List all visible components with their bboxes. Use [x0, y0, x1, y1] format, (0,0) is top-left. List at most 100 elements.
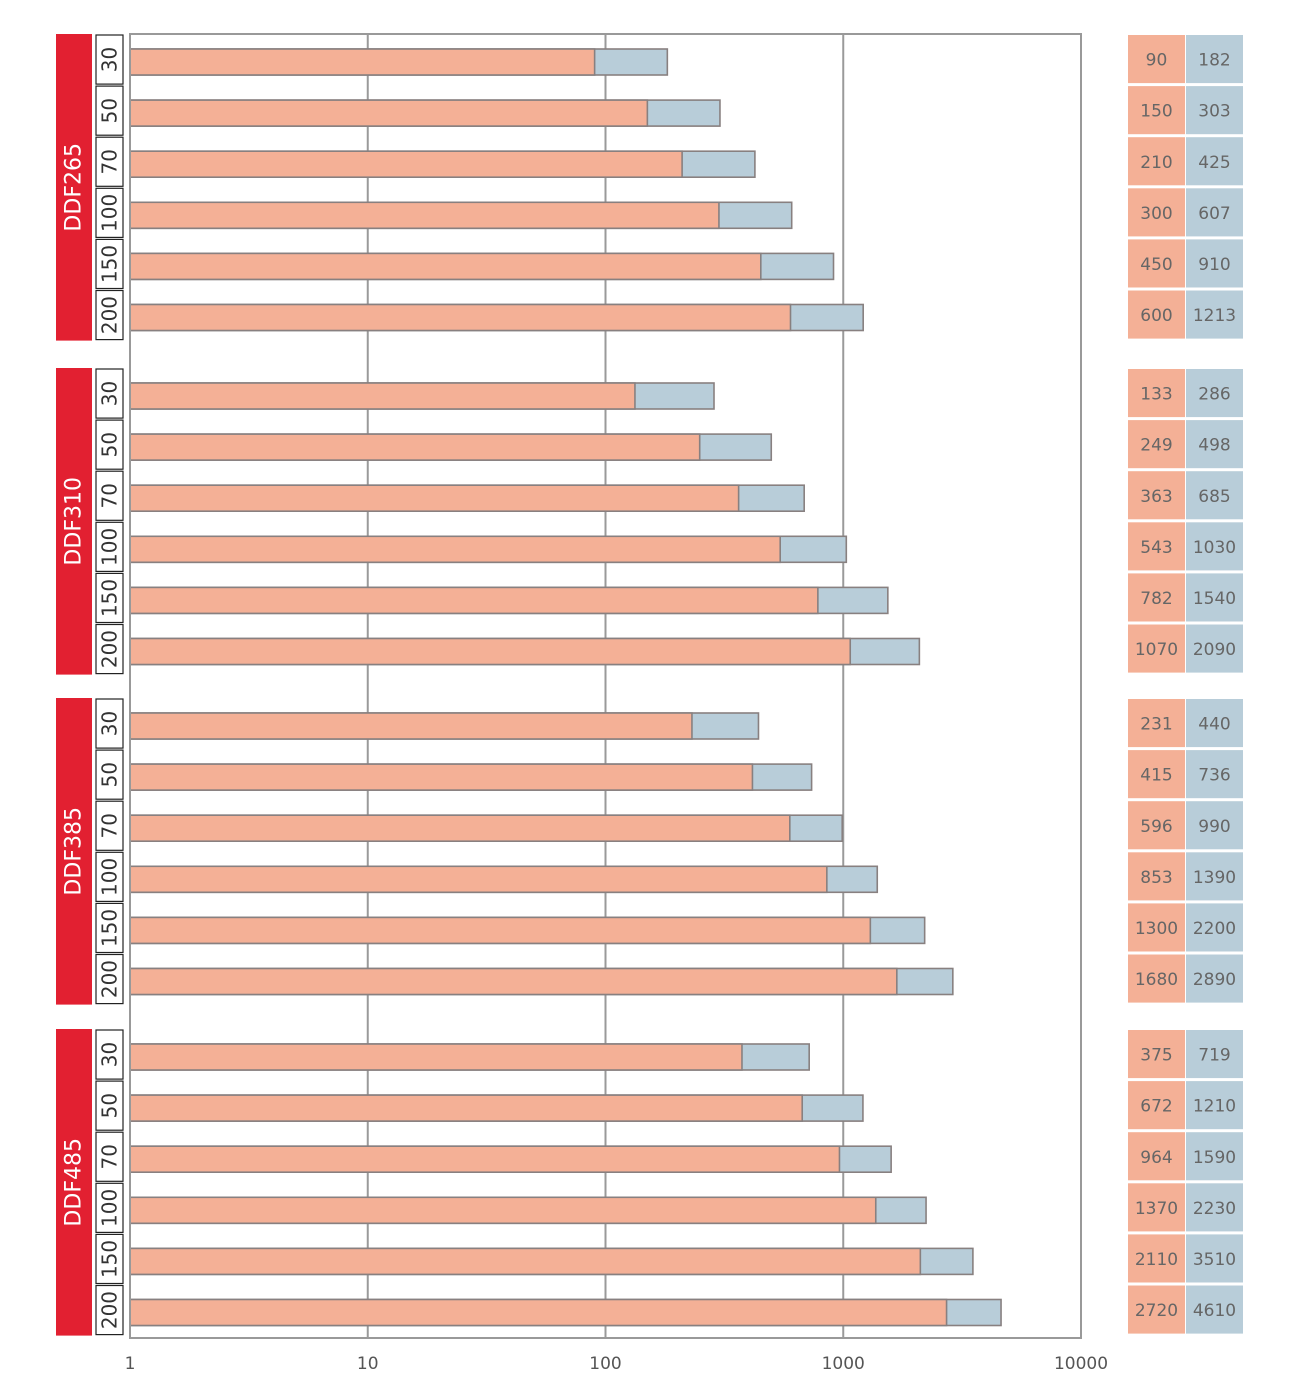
- row-label: 100: [98, 194, 122, 232]
- value-cell-1: [1128, 699, 1185, 748]
- row-label-box: [95, 521, 124, 572]
- value-label-2: 2230: [1193, 1199, 1236, 1219]
- bar-series-1: [129, 1043, 743, 1071]
- row-label: 30: [98, 381, 122, 406]
- value-cell-1: [1128, 573, 1185, 622]
- value-cell-1: [1128, 624, 1185, 673]
- value-cell-1: [1128, 903, 1185, 952]
- bar-series-1: [129, 1094, 804, 1122]
- bar-series-1: [129, 916, 872, 945]
- bar-series-1: [129, 1196, 877, 1225]
- group-label: DDF265: [62, 143, 87, 232]
- bar-series-1: [129, 252, 762, 281]
- group-band: [56, 34, 92, 341]
- row-label-box: [95, 1182, 124, 1234]
- bar-series-1: [129, 586, 819, 615]
- value-cell-2: [1186, 750, 1243, 799]
- row-label-box: [95, 851, 124, 902]
- x-axis-ticks: 1 10 100 1000 10000: [125, 1354, 1108, 1374]
- bar-series-1: [129, 865, 828, 894]
- group-band: [56, 368, 92, 675]
- value-cell-1: [1128, 750, 1185, 799]
- value-label-2: 990: [1198, 817, 1230, 837]
- value-label-1: 375: [1140, 1046, 1172, 1066]
- value-cell-2: [1186, 624, 1243, 673]
- x-tick-label: 10000: [1054, 1354, 1108, 1374]
- value-cell-2: [1186, 290, 1243, 339]
- value-cell-1: [1128, 188, 1185, 237]
- value-cell-1: [1128, 239, 1185, 288]
- bar-series-1: [129, 535, 781, 564]
- value-cell-1: [1128, 1081, 1185, 1130]
- value-cell-2: [1186, 573, 1243, 622]
- value-cell-1: [1128, 852, 1185, 901]
- value-cell-1: [1128, 420, 1185, 469]
- value-label-1: 1680: [1135, 970, 1178, 990]
- bar-series-1: [129, 303, 792, 332]
- value-label-1: 672: [1140, 1097, 1172, 1117]
- group-label: DDF385: [62, 807, 87, 896]
- plot-frame: [129, 33, 1082, 1339]
- value-label-1: 543: [1140, 538, 1172, 558]
- value-cell-2: [1186, 35, 1243, 84]
- value-label-2: 440: [1198, 715, 1230, 735]
- row-label-box: [95, 1233, 124, 1285]
- row-label-box: [95, 749, 124, 800]
- bar-series-1: [129, 484, 740, 513]
- value-cell-1: [1128, 86, 1185, 135]
- value-label-1: 415: [1140, 766, 1172, 786]
- row-label-box: [95, 187, 124, 239]
- row-label: 100: [98, 528, 122, 566]
- value-label-2: 685: [1198, 487, 1230, 507]
- row-label-box: [95, 800, 124, 851]
- value-cell-2: [1186, 1285, 1243, 1334]
- value-label-2: 910: [1198, 255, 1230, 275]
- bars: [129, 48, 1002, 1327]
- value-label-1: 1370: [1135, 1199, 1178, 1219]
- bar-series-1: [129, 382, 636, 410]
- value-cell-2: [1186, 522, 1243, 571]
- row-label: 30: [98, 47, 122, 72]
- row-label: 70: [98, 483, 122, 508]
- row-label-box: [95, 34, 124, 85]
- value-label-2: 2200: [1193, 919, 1236, 939]
- value-label-1: 1300: [1135, 919, 1178, 939]
- row-label-box: [95, 1284, 124, 1336]
- value-label-2: 736: [1198, 766, 1230, 786]
- value-label-2: 4610: [1193, 1301, 1236, 1321]
- row-label: 200: [98, 296, 122, 334]
- row-label-box: [95, 1080, 124, 1131]
- value-cell-2: [1186, 1081, 1243, 1130]
- value-label-1: 150: [1140, 102, 1172, 122]
- row-label: 100: [98, 1189, 122, 1227]
- value-cell-2: [1186, 1132, 1243, 1181]
- row-label-box: [95, 419, 124, 470]
- bar-series-1: [129, 201, 720, 230]
- bar-series-1: [129, 1298, 948, 1327]
- bar-series-1: [129, 712, 693, 740]
- bar-series-1: [129, 150, 683, 178]
- row-label-box: [95, 238, 124, 290]
- value-cell-2: [1186, 86, 1243, 135]
- value-label-1: 2720: [1135, 1301, 1178, 1321]
- row-label: 50: [98, 432, 122, 457]
- group-label: DDF485: [62, 1138, 87, 1227]
- value-cell-1: [1128, 522, 1185, 571]
- row-label-box: [95, 470, 124, 521]
- bar-series-1: [129, 99, 649, 127]
- value-cell-2: [1186, 1234, 1243, 1283]
- row-label: 70: [98, 149, 122, 174]
- group-band: [56, 1029, 92, 1336]
- value-label-2: 1030: [1193, 538, 1236, 558]
- row-label: 30: [98, 1042, 122, 1067]
- value-label-2: 1540: [1193, 589, 1236, 609]
- row-label-box: [95, 1029, 124, 1080]
- value-cell-1: [1128, 137, 1185, 186]
- value-cell-1: [1128, 954, 1185, 1003]
- row-label: 150: [98, 245, 122, 283]
- bar-series-1: [129, 1145, 841, 1173]
- value-label-2: 1390: [1193, 868, 1236, 888]
- value-label-2: 1210: [1193, 1097, 1236, 1117]
- value-cell-2: [1186, 188, 1243, 237]
- grid-lines: [366, 34, 845, 1338]
